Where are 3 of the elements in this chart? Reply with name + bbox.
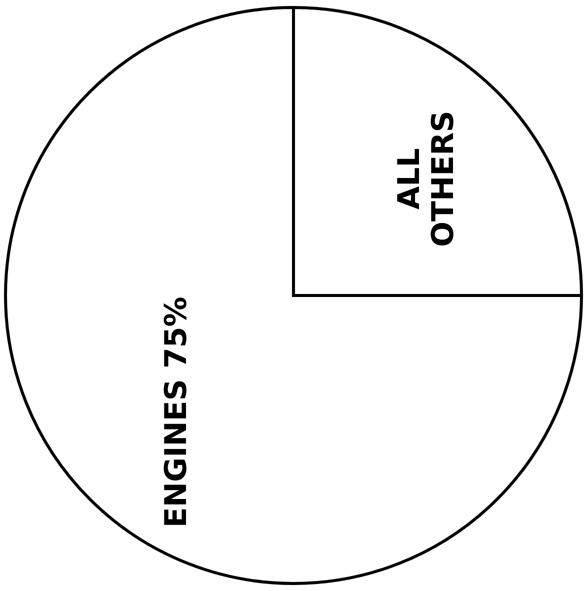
- slice-label: ENGINES 75%: [158, 296, 194, 528]
- pie-slice: [4, 6, 583, 585]
- slice-label: ALL OTHERS: [392, 110, 462, 247]
